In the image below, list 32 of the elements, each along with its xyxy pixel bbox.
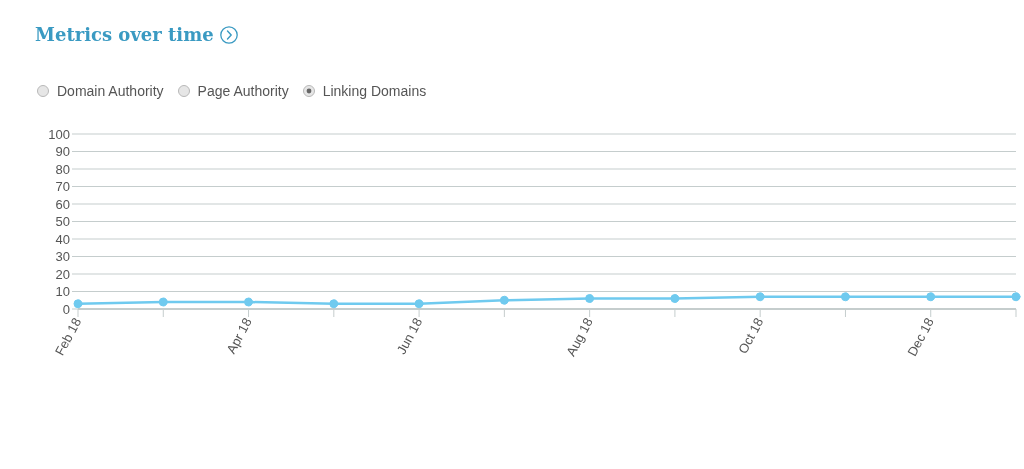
y-tick-label: 60	[55, 196, 70, 212]
text: Linking Domains	[322, 83, 427, 99]
x-tick-label: Oct 18	[735, 315, 767, 357]
point	[585, 294, 595, 303]
y-tick-label: 40	[55, 231, 70, 247]
y-tick-label: 30	[55, 249, 70, 265]
x-tick-label: Feb 18	[51, 315, 85, 359]
x-tick-label: Apr 18	[223, 315, 255, 357]
y-tick-label: 80	[55, 161, 70, 177]
y-tick-label: 50	[55, 214, 70, 230]
x-tick-label: Aug 18	[563, 315, 596, 359]
point	[840, 292, 850, 302]
point	[670, 294, 680, 303]
point	[329, 299, 339, 309]
y-tick-label: 10	[55, 284, 70, 300]
point	[755, 292, 765, 302]
y-tick-label: 20	[55, 266, 70, 282]
point	[414, 299, 424, 309]
y-tick-label: 70	[55, 179, 70, 195]
x-tick-label: Dec 18	[904, 315, 937, 359]
y-tick-label: 90	[55, 144, 70, 160]
point	[499, 295, 509, 305]
point	[926, 292, 936, 302]
x-tick-label: Jun 18	[393, 315, 426, 357]
point	[158, 297, 168, 307]
chart-title: Metrics over time	[35, 24, 214, 46]
y-tick-label: 0	[62, 301, 70, 317]
point	[1011, 292, 1021, 302]
point	[244, 297, 254, 307]
y-tick-label: 100	[48, 126, 70, 142]
text: Page Authority	[197, 83, 289, 99]
text: Domain Authority	[57, 83, 164, 99]
